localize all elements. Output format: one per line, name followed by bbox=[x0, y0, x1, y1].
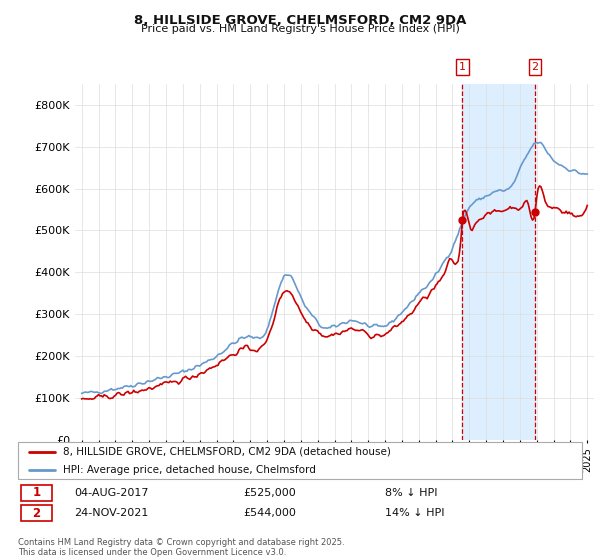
Text: 8% ↓ HPI: 8% ↓ HPI bbox=[385, 488, 437, 498]
FancyBboxPatch shape bbox=[21, 505, 52, 521]
FancyBboxPatch shape bbox=[18, 442, 582, 479]
Text: 04-AUG-2017: 04-AUG-2017 bbox=[74, 488, 149, 498]
Text: HPI: Average price, detached house, Chelmsford: HPI: Average price, detached house, Chel… bbox=[63, 465, 316, 475]
Text: Contains HM Land Registry data © Crown copyright and database right 2025.
This d: Contains HM Land Registry data © Crown c… bbox=[18, 538, 344, 557]
Text: £525,000: £525,000 bbox=[244, 488, 296, 498]
Text: 24-NOV-2021: 24-NOV-2021 bbox=[74, 508, 149, 518]
Text: 2: 2 bbox=[32, 507, 40, 520]
Text: £544,000: £544,000 bbox=[244, 508, 296, 518]
Text: Price paid vs. HM Land Registry's House Price Index (HPI): Price paid vs. HM Land Registry's House … bbox=[140, 24, 460, 34]
Text: 8, HILLSIDE GROVE, CHELMSFORD, CM2 9DA: 8, HILLSIDE GROVE, CHELMSFORD, CM2 9DA bbox=[134, 14, 466, 27]
Text: 8, HILLSIDE GROVE, CHELMSFORD, CM2 9DA (detached house): 8, HILLSIDE GROVE, CHELMSFORD, CM2 9DA (… bbox=[63, 446, 391, 456]
FancyBboxPatch shape bbox=[21, 485, 52, 501]
Text: 2: 2 bbox=[532, 62, 539, 72]
Text: 14% ↓ HPI: 14% ↓ HPI bbox=[385, 508, 444, 518]
Text: 1: 1 bbox=[459, 62, 466, 72]
Bar bbox=[463, 84, 535, 440]
Text: 1: 1 bbox=[32, 487, 40, 500]
